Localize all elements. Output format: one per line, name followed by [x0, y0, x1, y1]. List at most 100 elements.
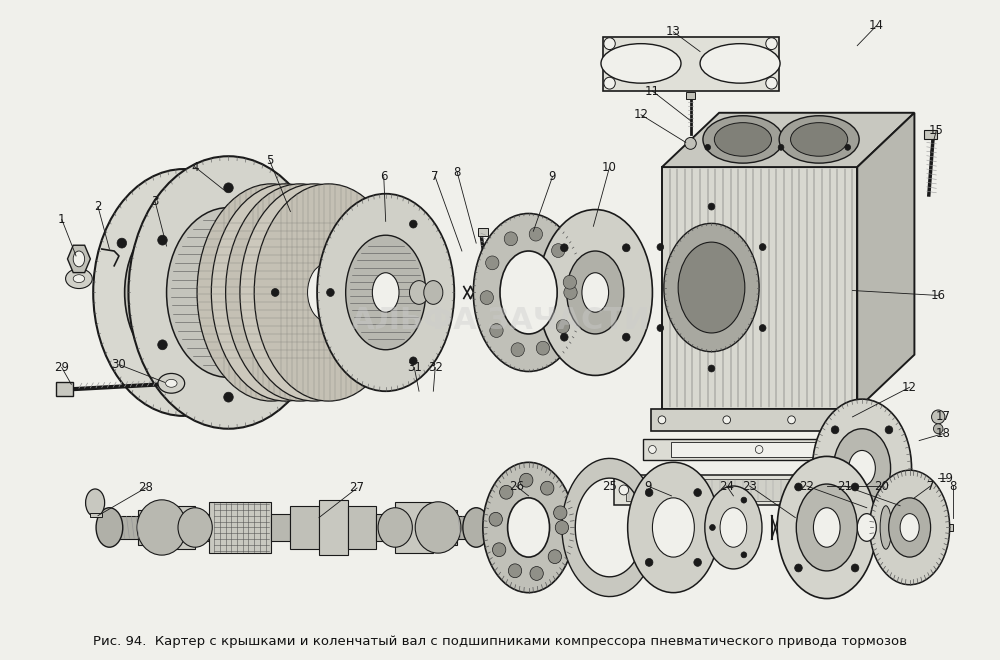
Text: 7: 7 [927, 480, 934, 492]
Ellipse shape [796, 484, 857, 571]
Ellipse shape [158, 340, 167, 350]
Ellipse shape [601, 44, 681, 83]
Ellipse shape [911, 506, 922, 549]
Ellipse shape [714, 123, 772, 156]
Ellipse shape [167, 385, 176, 395]
Ellipse shape [664, 223, 759, 352]
Ellipse shape [317, 194, 454, 391]
Text: 7: 7 [431, 170, 439, 183]
Ellipse shape [723, 416, 731, 424]
Ellipse shape [490, 323, 503, 337]
Ellipse shape [759, 325, 766, 331]
Ellipse shape [178, 508, 212, 547]
Ellipse shape [125, 211, 243, 374]
Polygon shape [67, 246, 90, 273]
Bar [56, 382, 73, 396]
Polygon shape [662, 167, 857, 409]
Ellipse shape [880, 506, 892, 549]
Ellipse shape [492, 543, 506, 556]
Text: 18: 18 [936, 427, 950, 440]
Ellipse shape [323, 224, 330, 232]
Ellipse shape [657, 244, 664, 251]
Ellipse shape [480, 291, 493, 304]
Ellipse shape [265, 263, 307, 322]
Ellipse shape [257, 288, 265, 296]
Ellipse shape [137, 500, 187, 555]
Ellipse shape [755, 446, 763, 453]
Ellipse shape [486, 256, 499, 270]
Ellipse shape [658, 416, 666, 424]
Ellipse shape [554, 506, 567, 519]
Text: 12: 12 [633, 108, 648, 121]
Bar [209, 502, 271, 553]
Text: 3: 3 [151, 195, 159, 208]
Ellipse shape [158, 235, 167, 245]
Ellipse shape [652, 498, 694, 557]
Ellipse shape [73, 275, 85, 282]
Ellipse shape [197, 184, 346, 401]
Text: 26: 26 [509, 480, 524, 492]
Ellipse shape [96, 508, 123, 547]
Ellipse shape [795, 483, 802, 491]
Ellipse shape [290, 235, 299, 245]
Ellipse shape [694, 558, 701, 566]
Ellipse shape [741, 552, 747, 558]
Ellipse shape [705, 145, 711, 150]
Ellipse shape [766, 38, 777, 50]
Ellipse shape [552, 244, 565, 257]
Text: 23: 23 [742, 480, 757, 492]
Ellipse shape [619, 485, 629, 495]
Ellipse shape [409, 280, 429, 304]
Bar [138, 510, 162, 545]
Ellipse shape [323, 354, 330, 362]
Ellipse shape [741, 497, 747, 503]
Ellipse shape [777, 456, 876, 599]
Ellipse shape [166, 379, 177, 387]
Ellipse shape [705, 486, 762, 569]
Ellipse shape [685, 137, 696, 149]
Bar [271, 513, 290, 541]
Ellipse shape [86, 489, 105, 517]
Ellipse shape [703, 115, 783, 163]
Ellipse shape [294, 224, 302, 232]
Bar [478, 228, 488, 236]
Bar [626, 479, 913, 501]
Ellipse shape [224, 183, 233, 193]
Ellipse shape [694, 488, 701, 496]
Ellipse shape [372, 273, 399, 312]
Ellipse shape [849, 451, 875, 486]
Ellipse shape [243, 288, 250, 296]
Ellipse shape [885, 426, 893, 434]
Bar [886, 506, 916, 549]
Ellipse shape [241, 337, 250, 347]
Ellipse shape [628, 462, 719, 593]
Ellipse shape [158, 374, 185, 393]
Ellipse shape [536, 341, 550, 355]
Bar [614, 475, 924, 505]
Ellipse shape [409, 357, 417, 365]
Text: 24: 24 [719, 480, 734, 492]
Ellipse shape [327, 288, 334, 296]
Ellipse shape [240, 184, 389, 401]
Text: 20: 20 [874, 480, 889, 492]
Text: 15: 15 [929, 124, 944, 137]
Bar [457, 515, 476, 539]
Ellipse shape [309, 354, 316, 362]
Ellipse shape [700, 44, 780, 83]
Bar [686, 92, 695, 99]
Ellipse shape [163, 263, 205, 322]
Bar [195, 513, 209, 541]
Ellipse shape [657, 325, 664, 331]
Bar [395, 502, 433, 553]
Ellipse shape [473, 213, 584, 372]
Ellipse shape [489, 512, 502, 526]
Bar [162, 506, 195, 549]
Ellipse shape [530, 566, 543, 580]
Ellipse shape [910, 485, 919, 495]
Ellipse shape [813, 508, 840, 547]
Text: 16: 16 [931, 289, 946, 302]
Ellipse shape [859, 413, 871, 425]
Ellipse shape [759, 244, 766, 251]
Ellipse shape [622, 333, 630, 341]
Ellipse shape [351, 354, 359, 362]
